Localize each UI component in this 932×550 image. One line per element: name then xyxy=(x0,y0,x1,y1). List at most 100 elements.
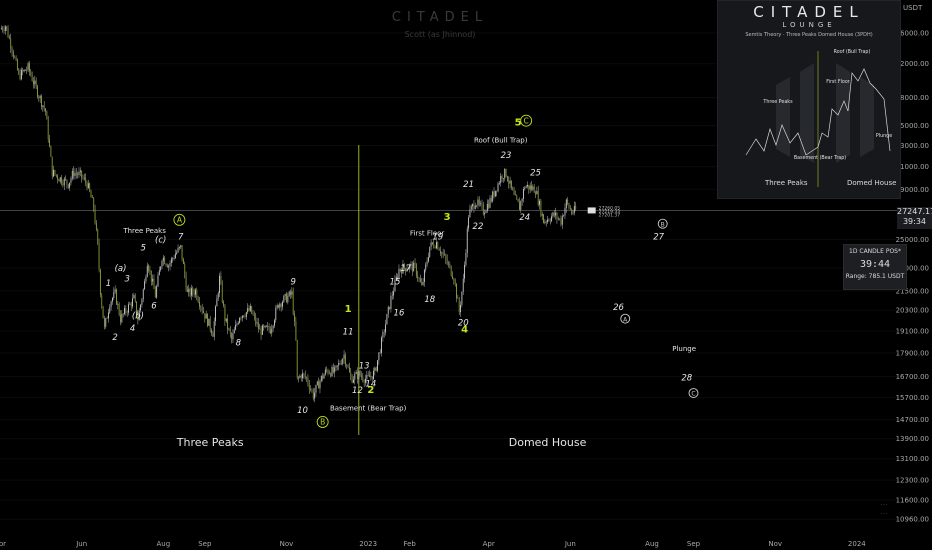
candle-body xyxy=(358,371,360,380)
candle-body xyxy=(314,392,316,399)
candle-body xyxy=(256,322,258,324)
candle-body xyxy=(177,247,179,253)
candle-body xyxy=(189,288,191,296)
candle-body xyxy=(77,173,79,176)
candle-body xyxy=(95,223,97,230)
candle-body xyxy=(357,371,358,380)
annotation-label: 28 xyxy=(681,374,692,384)
candle-body xyxy=(490,198,492,202)
candle-body xyxy=(547,219,549,222)
candle-body xyxy=(418,278,420,279)
candle-body xyxy=(524,187,526,190)
wave-circle xyxy=(173,213,186,226)
candle-body xyxy=(421,282,423,285)
candle-body xyxy=(272,325,274,329)
candle-body xyxy=(201,307,203,312)
candle-body xyxy=(35,80,37,87)
annotation-label: 8 xyxy=(236,338,242,348)
annotation-label: 25 xyxy=(530,169,541,179)
candle-body xyxy=(22,69,24,72)
candle-body xyxy=(533,186,535,193)
annotation-label: 7 xyxy=(178,233,184,243)
y-tick-label: 20300.00 xyxy=(896,307,929,315)
candle-body xyxy=(117,304,119,305)
x-tick-label: Apr xyxy=(483,540,495,548)
candle-body xyxy=(304,374,306,378)
candle-body xyxy=(252,313,254,315)
y-axis[interactable]: 46000.00 42000.00 38000.00 35000.00 33000.00… xyxy=(896,29,929,523)
candle-body xyxy=(386,313,388,325)
candle-body xyxy=(144,281,146,290)
candle-body xyxy=(114,289,116,293)
candle-body xyxy=(71,170,73,179)
x-tick-label: Sep xyxy=(687,540,701,548)
candle-body xyxy=(527,184,528,187)
candle-body xyxy=(110,301,112,307)
candle-body xyxy=(41,96,42,107)
candle-body xyxy=(492,191,494,202)
annotation-label: Domed House xyxy=(509,436,587,449)
annotation-label: 14 xyxy=(365,380,376,390)
y-tick-label: 25000.00 xyxy=(896,236,929,244)
candle-body xyxy=(299,375,301,378)
candle-body xyxy=(474,205,476,209)
candle-body xyxy=(308,383,310,390)
candle-body xyxy=(219,275,221,294)
candle-body xyxy=(572,212,574,214)
candle-body xyxy=(140,304,142,311)
candle-body xyxy=(251,306,253,314)
candle-body xyxy=(57,175,59,180)
candle-body xyxy=(387,306,389,314)
candle-body xyxy=(298,377,300,379)
candle-body xyxy=(124,308,125,314)
candle-body xyxy=(134,295,136,302)
candle-body xyxy=(484,212,486,215)
annotation-label: 23 xyxy=(501,151,512,161)
candle-body xyxy=(402,263,404,274)
candle-body xyxy=(50,146,52,157)
reference-lines xyxy=(0,145,897,435)
candle-body xyxy=(233,329,235,334)
candle-body xyxy=(405,268,407,272)
y-tick-label: 19100.00 xyxy=(896,327,929,335)
candle-body xyxy=(203,311,204,313)
candle-body xyxy=(197,298,199,302)
candle-body xyxy=(128,304,129,313)
candle-body xyxy=(573,206,575,213)
candle-body xyxy=(461,291,463,305)
candle-body xyxy=(509,180,511,184)
annotation-label: 11 xyxy=(343,327,354,337)
candle-body xyxy=(129,303,131,305)
annotation-label: Roof (Bull Trap) xyxy=(474,136,528,144)
candle-body xyxy=(389,306,391,310)
candle-body xyxy=(86,182,88,189)
candle-body xyxy=(310,389,312,390)
bottom-watermark-line-1: ... xyxy=(880,498,888,507)
candle-body xyxy=(43,105,45,109)
candle-body xyxy=(465,253,467,265)
candle-body xyxy=(445,254,447,260)
candle-body xyxy=(429,246,431,258)
candle-body xyxy=(322,375,324,379)
candle-body xyxy=(78,171,80,176)
candle-body xyxy=(275,308,277,321)
candle-body xyxy=(399,268,401,271)
candle-body xyxy=(45,108,46,112)
candle-body xyxy=(97,229,99,244)
candle-body xyxy=(517,199,519,203)
annotation-label: 18 xyxy=(424,295,435,305)
annotation-label: (c) xyxy=(155,235,166,245)
candle-body xyxy=(152,278,154,282)
legend-pillar xyxy=(860,77,874,157)
candle-body xyxy=(208,318,210,326)
candle-body xyxy=(544,221,546,224)
candle-body xyxy=(348,367,350,373)
candle-body xyxy=(531,185,532,190)
candle-body xyxy=(260,328,262,335)
candle-body xyxy=(331,367,333,377)
x-axis[interactable]: Apr Jun Aug Sep Nov 2023 Feb Apr Jun Aug Sep Nov 202… xyxy=(0,540,866,548)
candle-body xyxy=(541,214,543,216)
candle-body xyxy=(453,278,455,281)
candle-body xyxy=(302,373,304,379)
